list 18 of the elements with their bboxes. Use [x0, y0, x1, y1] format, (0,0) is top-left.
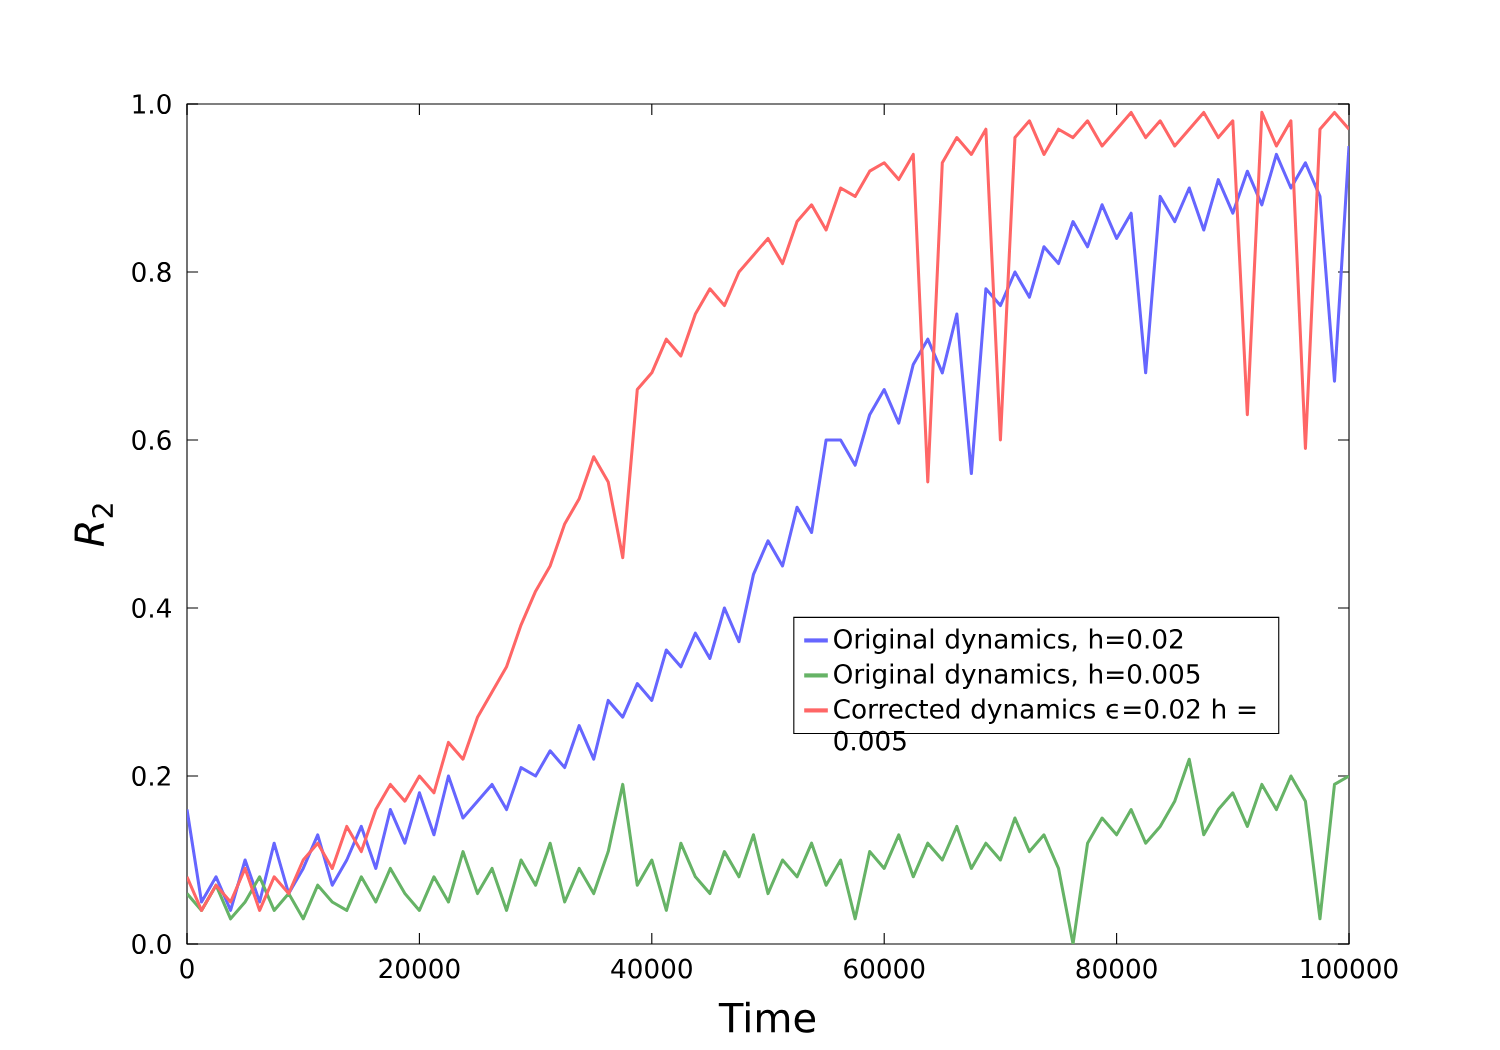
x-tick-label: 40000	[611, 958, 692, 979]
x-axis-title: Time	[718, 1001, 816, 1033]
x-tick-label: 100000	[1301, 958, 1398, 979]
y-tick-label: 1.0	[133, 94, 171, 114]
x-tick-label: 20000	[379, 958, 460, 979]
x-tick-label: 60000	[844, 958, 925, 979]
legend-label: Corrected dynamics ϵ=0.02 h = 0.005	[834, 698, 1256, 751]
y-tick-label: 0.0	[132, 934, 171, 954]
line-series	[187, 757, 1350, 944]
x-tick-label: 0	[180, 958, 194, 979]
legend-label: Original dynamics, h=0.02	[834, 628, 1183, 654]
y-tick-label: 0.8	[132, 262, 171, 282]
x-tick-label: 80000	[1076, 958, 1157, 979]
legend-label: Original dynamics, h=0.005	[834, 663, 1200, 689]
y-tick-label: 0.4	[132, 598, 171, 618]
y-tick-label: 0.6	[132, 430, 171, 450]
y-axis-title: R$_{2}$	[74, 504, 113, 547]
y-tick-label: 0.2	[132, 766, 170, 786]
